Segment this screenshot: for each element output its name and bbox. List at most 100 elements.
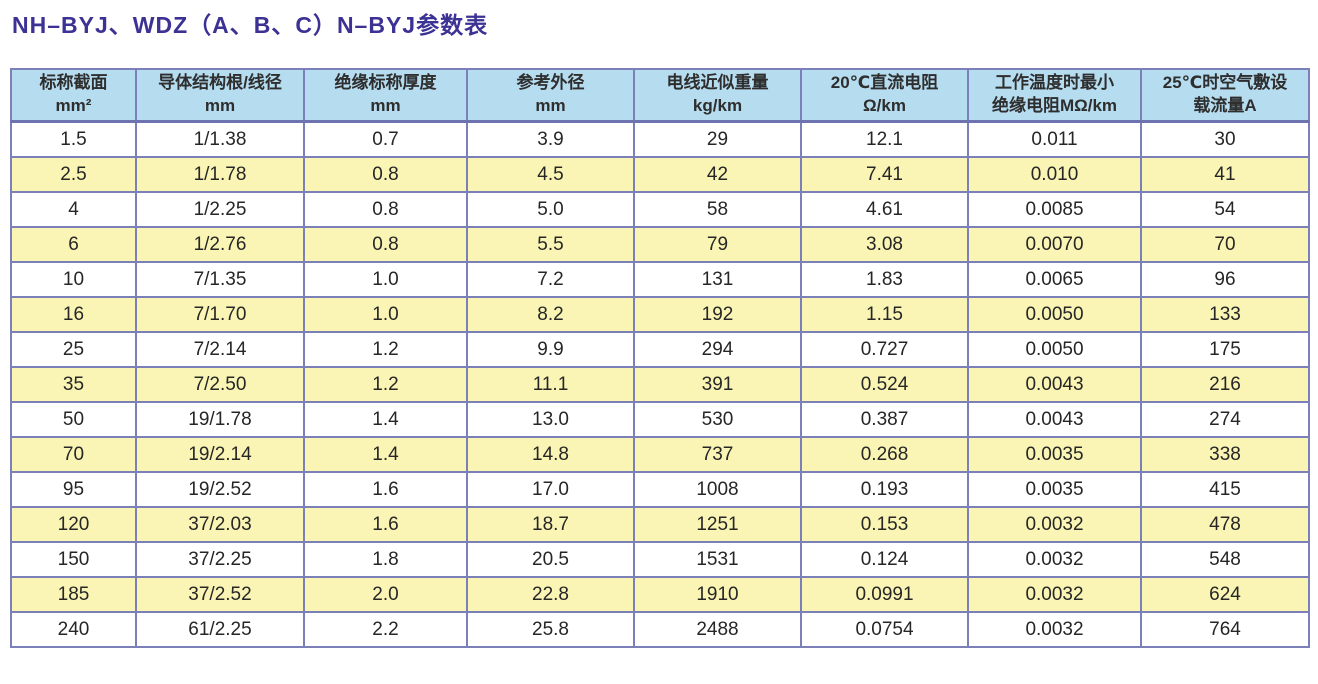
cell-nominal-section: 1.5 <box>10 120 137 158</box>
cell-air-laying-ampacity-25c: 415 <box>1140 471 1310 508</box>
cell-air-laying-ampacity-25c: 478 <box>1140 506 1310 543</box>
header-line-1: 电线近似重量 <box>666 73 769 93</box>
cell-conductor-structure: 37/2.52 <box>135 576 305 613</box>
cell-air-laying-ampacity-25c: 54 <box>1140 191 1310 228</box>
cell-dc-resistance-20c: 1.83 <box>800 261 969 298</box>
header-line-2: kg/km <box>692 96 743 115</box>
cell-approx-wire-weight: 2488 <box>633 611 802 648</box>
header-row: 标称截面 mm² 导体结构根/线径 mm 绝缘标称厚度 mm 参考外径 mm 电线近似重量 kg/… <box>10 68 1310 123</box>
cell-min-insulation-resistance: 0.0032 <box>967 611 1142 648</box>
cell-insulation-thickness: 1.2 <box>303 331 468 368</box>
cell-approx-wire-weight: 42 <box>633 156 802 193</box>
cell-approx-wire-weight: 29 <box>633 120 802 158</box>
cell-air-laying-ampacity-25c: 548 <box>1140 541 1310 578</box>
cell-reference-outer-diameter: 18.7 <box>466 506 635 543</box>
table-row: 150 37/2.25 1.8 20.5 1531 0.124 0.0032 548 <box>10 541 1310 578</box>
cell-min-insulation-resistance: 0.0050 <box>967 331 1142 368</box>
table-row: 16 7/1.70 1.0 8.2 192 1.15 0.0050 133 <box>10 296 1310 333</box>
cell-insulation-thickness: 1.0 <box>303 296 468 333</box>
cell-reference-outer-diameter: 14.8 <box>466 436 635 473</box>
cell-air-laying-ampacity-25c: 338 <box>1140 436 1310 473</box>
table-row: 1.5 1/1.38 0.7 3.9 29 12.1 0.011 30 <box>10 120 1310 158</box>
cell-nominal-section: 16 <box>10 296 137 333</box>
table-row: 185 37/2.52 2.0 22.8 1910 0.0991 0.0032 624 <box>10 576 1310 613</box>
column-header-nominal-section: 标称截面 mm² <box>10 68 137 123</box>
cell-dc-resistance-20c: 12.1 <box>800 120 969 158</box>
cell-dc-resistance-20c: 1.15 <box>800 296 969 333</box>
cell-insulation-thickness: 0.8 <box>303 226 468 263</box>
cell-min-insulation-resistance: 0.0050 <box>967 296 1142 333</box>
cell-insulation-thickness: 1.6 <box>303 506 468 543</box>
cell-nominal-section: 4 <box>10 191 137 228</box>
cell-nominal-section: 120 <box>10 506 137 543</box>
cell-reference-outer-diameter: 8.2 <box>466 296 635 333</box>
cell-air-laying-ampacity-25c: 41 <box>1140 156 1310 193</box>
cell-min-insulation-resistance: 0.0065 <box>967 261 1142 298</box>
cell-reference-outer-diameter: 4.5 <box>466 156 635 193</box>
cell-reference-outer-diameter: 22.8 <box>466 576 635 613</box>
cell-nominal-section: 25 <box>10 331 137 368</box>
header-line-1: 标称截面 <box>39 73 108 93</box>
cell-reference-outer-diameter: 20.5 <box>466 541 635 578</box>
table-row: 70 19/2.14 1.4 14.8 737 0.268 0.0035 338 <box>10 436 1310 473</box>
cell-min-insulation-resistance: 0.0032 <box>967 576 1142 613</box>
cell-dc-resistance-20c: 7.41 <box>800 156 969 193</box>
table-row: 50 19/1.78 1.4 13.0 530 0.387 0.0043 274 <box>10 401 1310 438</box>
cell-air-laying-ampacity-25c: 96 <box>1140 261 1310 298</box>
cell-insulation-thickness: 0.7 <box>303 120 468 158</box>
cell-approx-wire-weight: 192 <box>633 296 802 333</box>
cell-reference-outer-diameter: 11.1 <box>466 366 635 403</box>
cell-nominal-section: 185 <box>10 576 137 613</box>
column-header-air-laying-ampacity-25c: 25℃时空气敷设 载流量A <box>1140 68 1310 123</box>
header-line-1: 导体结构根/线径 <box>158 73 282 93</box>
cell-dc-resistance-20c: 0.0991 <box>800 576 969 613</box>
cell-dc-resistance-20c: 0.524 <box>800 366 969 403</box>
cell-conductor-structure: 7/2.14 <box>135 331 305 368</box>
cell-conductor-structure: 61/2.25 <box>135 611 305 648</box>
cell-min-insulation-resistance: 0.0085 <box>967 191 1142 228</box>
cell-approx-wire-weight: 1910 <box>633 576 802 613</box>
cell-min-insulation-resistance: 0.0035 <box>967 471 1142 508</box>
cell-reference-outer-diameter: 13.0 <box>466 401 635 438</box>
table-row: 95 19/2.52 1.6 17.0 1008 0.193 0.0035 415 <box>10 471 1310 508</box>
cell-conductor-structure: 1/2.25 <box>135 191 305 228</box>
cell-reference-outer-diameter: 5.5 <box>466 226 635 263</box>
cell-dc-resistance-20c: 0.268 <box>800 436 969 473</box>
cell-dc-resistance-20c: 4.61 <box>800 191 969 228</box>
cell-insulation-thickness: 1.8 <box>303 541 468 578</box>
header-line-2: 绝缘电阻MΩ/km <box>991 96 1118 115</box>
cell-nominal-section: 70 <box>10 436 137 473</box>
header-line-1: 25℃时空气敷设 <box>1162 73 1288 93</box>
header-line-2: mm <box>535 96 566 115</box>
cell-min-insulation-resistance: 0.010 <box>967 156 1142 193</box>
cell-nominal-section: 95 <box>10 471 137 508</box>
cell-conductor-structure: 1/1.38 <box>135 120 305 158</box>
cell-approx-wire-weight: 1008 <box>633 471 802 508</box>
cell-approx-wire-weight: 1251 <box>633 506 802 543</box>
cell-dc-resistance-20c: 0.387 <box>800 401 969 438</box>
header-line-1: 参考外径 <box>516 73 585 93</box>
page-title: NH–BYJ、WDZ（A、B、C）N–BYJ参数表 <box>12 12 489 38</box>
cell-reference-outer-diameter: 17.0 <box>466 471 635 508</box>
cell-insulation-thickness: 1.4 <box>303 401 468 438</box>
header-line-1: 工作温度时最小 <box>995 73 1114 93</box>
cell-nominal-section: 150 <box>10 541 137 578</box>
cell-air-laying-ampacity-25c: 216 <box>1140 366 1310 403</box>
cell-conductor-structure: 7/1.70 <box>135 296 305 333</box>
table-row: 25 7/2.14 1.2 9.9 294 0.727 0.0050 175 <box>10 331 1310 368</box>
cell-approx-wire-weight: 391 <box>633 366 802 403</box>
cell-approx-wire-weight: 294 <box>633 331 802 368</box>
cell-conductor-structure: 1/2.76 <box>135 226 305 263</box>
cell-min-insulation-resistance: 0.0043 <box>967 401 1142 438</box>
table-row: 35 7/2.50 1.2 11.1 391 0.524 0.0043 216 <box>10 366 1310 403</box>
cell-air-laying-ampacity-25c: 133 <box>1140 296 1310 333</box>
cell-dc-resistance-20c: 0.193 <box>800 471 969 508</box>
cell-air-laying-ampacity-25c: 274 <box>1140 401 1310 438</box>
cell-reference-outer-diameter: 9.9 <box>466 331 635 368</box>
cell-insulation-thickness: 0.8 <box>303 156 468 193</box>
table-row: 6 1/2.76 0.8 5.5 79 3.08 0.0070 70 <box>10 226 1310 263</box>
column-header-conductor-structure: 导体结构根/线径 mm <box>135 68 305 123</box>
cell-dc-resistance-20c: 3.08 <box>800 226 969 263</box>
cell-min-insulation-resistance: 0.0043 <box>967 366 1142 403</box>
